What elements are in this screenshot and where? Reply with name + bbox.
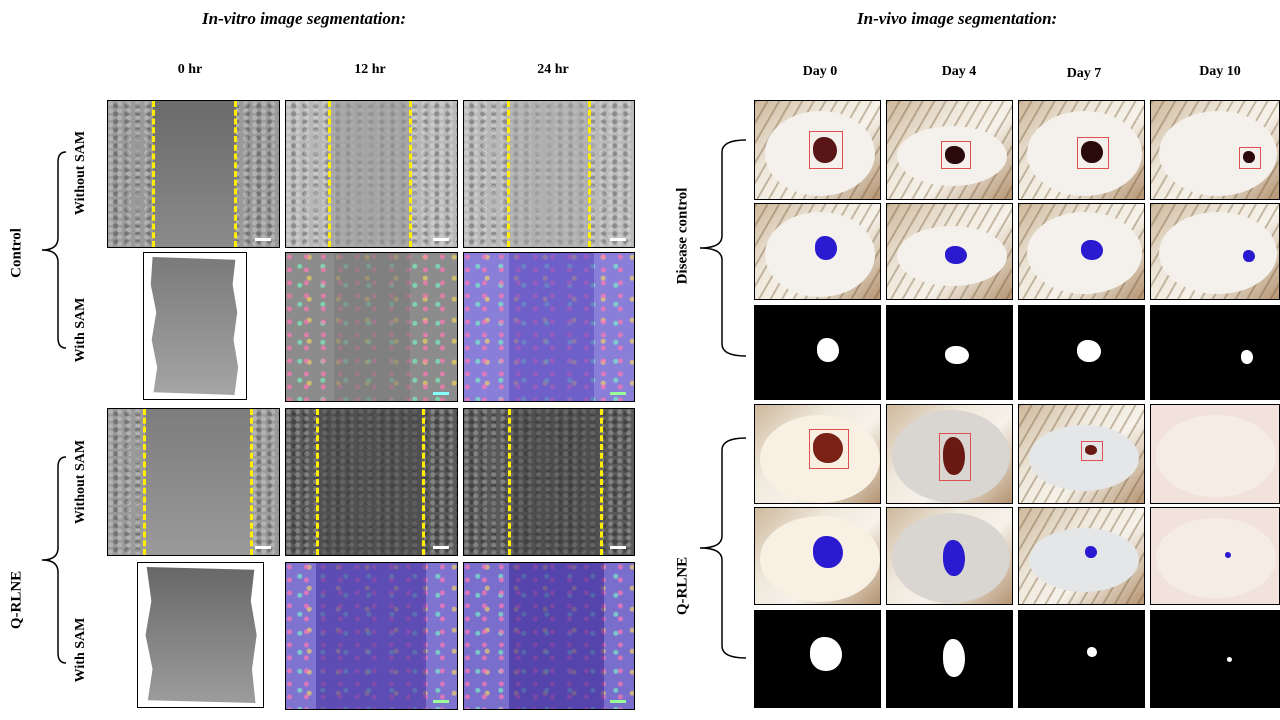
row-label-control-without-sam: Without SAM [73, 130, 88, 216]
invivo-dc-overlay-day10 [1150, 203, 1280, 300]
group-label-q-rlne-invitro: Q-RLNE [8, 570, 25, 630]
invitro-control-sam-12hr [285, 252, 458, 402]
invivo-q-overlay-day10 [1150, 507, 1280, 605]
invivo-dc-photo-day0 [754, 100, 881, 200]
invivo-dc-overlay-day7 [1018, 203, 1145, 300]
col-label-day10: Day 10 [1199, 64, 1241, 79]
invitro-control-nosam-24hr [463, 100, 635, 248]
in-vivo-title: In-vivo image segmentation: [857, 9, 1058, 28]
col-label-day7: Day 7 [1066, 66, 1102, 81]
invitro-qrlne-nosam-12hr [285, 408, 458, 556]
invivo-q-mask-day4 [886, 610, 1013, 708]
col-label-24hr: 24 hr [537, 62, 569, 77]
invivo-dc-overlay-day0 [754, 203, 881, 300]
invivo-q-mask-day7 [1018, 610, 1145, 708]
group-label-q-rlne-invivo: Q-RLNE [674, 556, 691, 616]
row-label-qrlne-without-sam: Without SAM [73, 439, 88, 525]
invitro-control-sam-0hr [143, 252, 247, 400]
invivo-dc-overlay-day4 [886, 203, 1013, 300]
invivo-dc-photo-day7 [1018, 100, 1145, 200]
invivo-dc-mask-day4 [886, 305, 1013, 400]
invitro-control-nosam-12hr [285, 100, 458, 248]
invivo-q-photo-day7 [1018, 404, 1145, 504]
invivo-q-overlay-day4 [886, 507, 1013, 605]
invitro-qrlne-sam-24hr [463, 562, 635, 710]
invivo-dc-photo-day10 [1150, 100, 1280, 200]
col-label-12hr: 12 hr [354, 62, 386, 77]
invivo-q-mask-day10 [1150, 610, 1280, 708]
col-label-0hr: 0 hr [177, 62, 203, 77]
col-label-day0: Day 0 [802, 64, 838, 79]
invivo-q-photo-day10 [1150, 404, 1280, 504]
invivo-q-overlay-day7 [1018, 507, 1145, 605]
invivo-q-mask-day0 [754, 610, 881, 708]
group-label-control: Control [8, 228, 25, 278]
in-vitro-title: In-vitro image segmentation: [202, 9, 406, 28]
invivo-dc-mask-day10 [1150, 305, 1280, 400]
invitro-qrlne-sam-12hr [285, 562, 458, 710]
row-label-qrlne-with-sam: With SAM [73, 617, 88, 683]
invitro-control-sam-24hr [463, 252, 635, 402]
col-label-day4: Day 4 [941, 64, 977, 79]
invivo-q-overlay-day0 [754, 507, 881, 605]
invivo-dc-mask-day7 [1018, 305, 1145, 400]
brace-q-rlne-invivo [699, 437, 747, 659]
invivo-q-photo-day0 [754, 404, 881, 504]
row-label-control-with-sam: With SAM [73, 297, 88, 363]
invitro-qrlne-nosam-0hr [107, 408, 280, 556]
brace-control [41, 151, 67, 349]
group-label-disease-control: Disease control [674, 187, 691, 285]
brace-disease-control [699, 139, 747, 357]
invitro-qrlne-sam-0hr [137, 562, 264, 708]
invivo-dc-photo-day4 [886, 100, 1013, 200]
invitro-control-nosam-0hr [107, 100, 280, 248]
brace-q-rlne-invitro [41, 456, 67, 664]
invivo-dc-mask-day0 [754, 305, 881, 400]
invivo-q-photo-day4 [886, 404, 1013, 504]
invitro-qrlne-nosam-24hr [463, 408, 635, 556]
